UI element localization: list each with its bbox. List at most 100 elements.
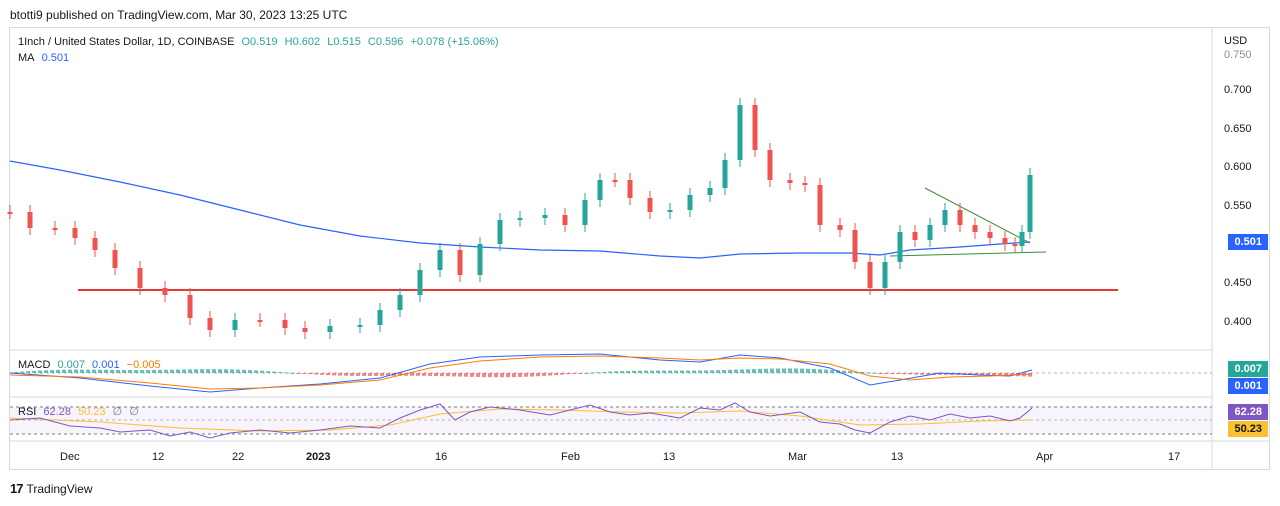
macd-histogram-bar <box>476 373 480 377</box>
macd-histogram-bar <box>512 373 516 378</box>
candle-body <box>867 262 873 288</box>
rsi-ma-tag: 50.23 <box>1228 421 1268 437</box>
candle-body <box>767 150 773 180</box>
chart-frame[interactable] <box>9 27 1270 470</box>
publisher-line: btotti9 published on TradingView.com, Ma… <box>10 8 348 22</box>
macd-histogram-bar <box>782 368 786 373</box>
macd-histogram-bar <box>1028 373 1032 377</box>
candle-body <box>802 183 808 185</box>
symbol-legend[interactable]: 1Inch / United States Dollar, 1D, COINBA… <box>18 36 503 48</box>
macd-histogram-bar <box>116 369 120 373</box>
candle-body <box>852 230 858 262</box>
macd-histogram-bar <box>860 371 864 373</box>
rsi-legend[interactable]: RSI 62.28 50.23 ∅ ∅ <box>18 405 143 418</box>
price-axis-currency: USD <box>1224 35 1247 47</box>
macd-histogram-bar <box>830 369 834 373</box>
candle-body <box>497 220 503 244</box>
descending-trendline[interactable] <box>924 187 1031 244</box>
candle-body <box>957 210 963 225</box>
candle-body <box>7 212 13 214</box>
macd-histogram-bar <box>176 369 180 373</box>
macd-histogram-bar <box>848 371 852 373</box>
macd-histogram-bar <box>638 370 642 373</box>
ma-price-tag: 0.501 <box>1228 234 1268 250</box>
macd-histogram-bar <box>386 373 390 376</box>
macd-histogram-bar <box>440 373 444 377</box>
candle-body <box>737 105 743 160</box>
candle-body <box>27 212 33 228</box>
macd-histogram-bar <box>368 373 372 376</box>
candle-body <box>707 188 713 195</box>
macd-histogram-bar <box>284 372 288 374</box>
macd-histogram-bar <box>884 373 888 374</box>
price-axis-tick: 0.600 <box>1224 161 1252 173</box>
macd-histogram-bar <box>266 371 270 373</box>
macd-histogram-bar <box>644 370 648 373</box>
macd-histogram-bar <box>80 369 84 373</box>
macd-histogram-bar <box>212 369 216 373</box>
macd-histogram-bar <box>74 369 78 373</box>
macd-histogram-bar <box>590 372 594 374</box>
rsi-line <box>9 402 1033 439</box>
macd-histogram-bar <box>194 369 198 373</box>
macd-histogram-bar <box>896 373 900 375</box>
macd-histogram-bar <box>110 369 114 373</box>
rsi-label: RSI <box>18 406 37 418</box>
candle-body <box>912 232 918 240</box>
macd-histogram-bar <box>308 373 312 375</box>
ma-label: MA <box>18 52 35 64</box>
footer-brand: TradingView <box>26 481 93 496</box>
time-axis-label: Feb <box>561 451 580 463</box>
macd-histogram-bar <box>878 373 882 374</box>
macd-histogram-bar <box>146 369 150 373</box>
macd-histogram-bar <box>494 373 498 378</box>
price-chart[interactable]: USD 0.750 0.700 0.650 0.600 0.550 0.450 … <box>0 0 1280 470</box>
macd-histogram-bar <box>416 373 420 376</box>
rsi-extra-1: ∅ <box>112 406 123 418</box>
candle-body <box>837 225 843 230</box>
candle-body <box>282 320 288 328</box>
macd-histogram-bar <box>536 373 540 377</box>
candle-body <box>377 310 383 325</box>
price-axis-tick: 0.400 <box>1224 316 1252 328</box>
time-axis-label: 13 <box>663 451 675 463</box>
macd-histogram-bar <box>86 369 90 373</box>
macd-histogram-bar <box>506 373 510 378</box>
macd-histogram-bar <box>680 370 684 373</box>
macd-histogram-bar <box>872 372 876 374</box>
candle-body <box>1027 175 1033 232</box>
ascending-trendline[interactable] <box>889 251 1047 257</box>
candle-body <box>687 195 693 210</box>
time-axis-label: 16 <box>435 451 447 463</box>
price-axis-tick-partial: 0.750 <box>1224 49 1252 61</box>
ma-legend[interactable]: MA 0.501 <box>18 52 73 64</box>
macd-histogram-bar <box>242 369 246 373</box>
macd-histogram-bar <box>1004 373 1008 376</box>
macd-histogram-bar <box>338 373 342 376</box>
time-axis-label: 12 <box>152 451 164 463</box>
macd-histogram-bar <box>554 373 558 376</box>
macd-histogram-bar <box>464 373 468 377</box>
macd-histogram-bar <box>56 369 60 373</box>
macd-histogram-bar <box>698 370 702 373</box>
candle-body <box>927 225 933 240</box>
macd-histogram-bar <box>716 370 720 373</box>
price-axis-tick: 0.550 <box>1224 200 1252 212</box>
macd-histogram-bar <box>620 371 624 373</box>
price-axis-tick: 0.650 <box>1224 123 1252 135</box>
macd-histogram-bar <box>710 370 714 373</box>
time-axis-label: 22 <box>232 451 244 463</box>
candle-body <box>582 200 588 225</box>
macd-histogram-bar <box>482 373 486 378</box>
candle-body <box>232 320 238 330</box>
macd-histogram-bar <box>404 373 408 376</box>
macd-histogram-bar <box>488 373 492 378</box>
candle-body <box>972 225 978 232</box>
macd-legend[interactable]: MACD 0.007 0.001 −0.005 <box>18 359 165 371</box>
macd-histogram-bar <box>800 368 804 373</box>
rsi-value: 62.28 <box>43 406 71 418</box>
macd-histogram-bar <box>674 370 678 373</box>
macd-histogram-bar <box>398 373 402 376</box>
macd-histogram-bar <box>530 373 534 377</box>
macd-histogram-bar <box>20 371 24 373</box>
